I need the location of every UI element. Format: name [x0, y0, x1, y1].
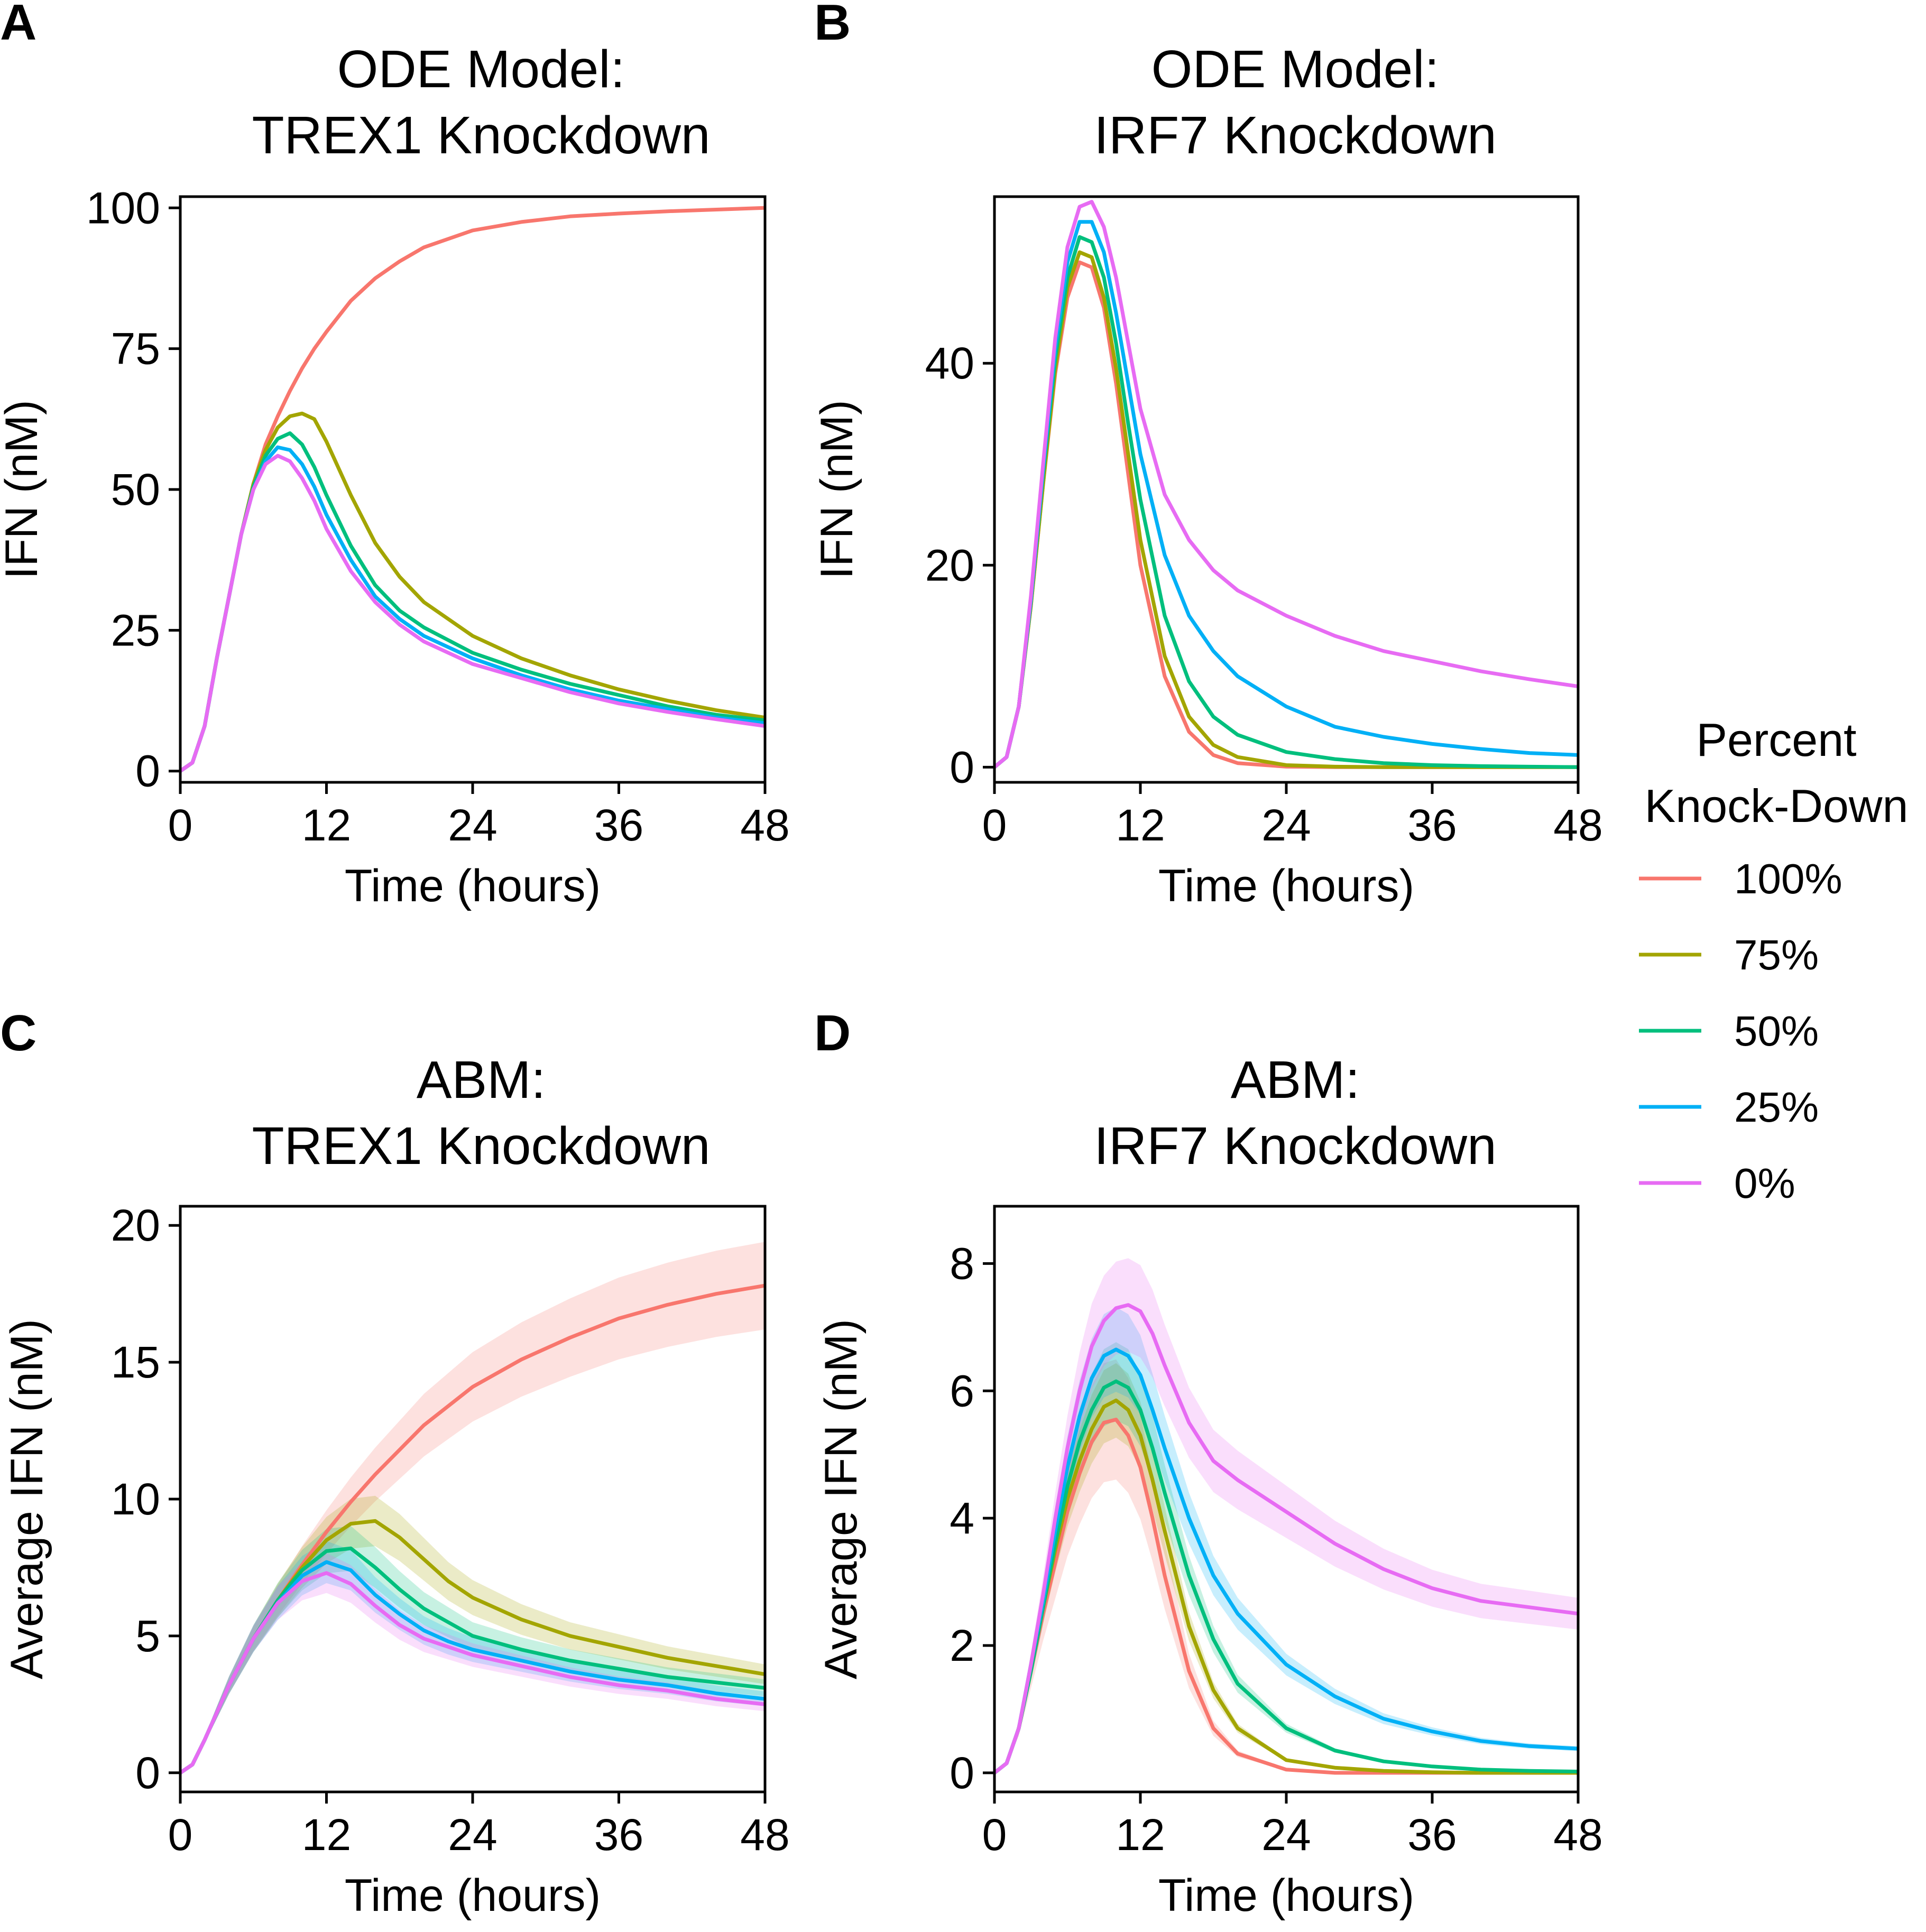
legend-item: 25%: [1639, 1084, 1819, 1131]
y-axis-label: IFN (nM): [812, 400, 862, 579]
y-tick-label: 6: [950, 1366, 974, 1416]
x-tick-label: 12: [1116, 1810, 1165, 1860]
panel-letter: D: [814, 1005, 851, 1061]
y-axis-label: Average IFN (nM): [2, 1319, 52, 1679]
y-tick-label: 0: [950, 1748, 974, 1798]
x-axis-label: Time (hours): [1158, 1870, 1414, 1921]
plot-frame: [993, 195, 1580, 784]
panel-c: C ABM:TREX1 Knockdown 0 12 24 36 48 0 5 10 15 20 Tim…: [0, 1005, 790, 1921]
x-tick-label: 48: [1553, 800, 1602, 850]
y-tick-label: 20: [111, 1200, 160, 1250]
y-tick-label: 100: [86, 183, 160, 233]
y-tick-label: 0: [950, 742, 974, 792]
legend-label: 25%: [1734, 1084, 1819, 1131]
legend-label: 100%: [1734, 855, 1842, 902]
x-tick-label: 48: [740, 1810, 789, 1860]
x-tick-label: 12: [1116, 800, 1165, 850]
y-tick-label: 8: [950, 1238, 974, 1288]
x-tick-label: 0: [168, 1810, 193, 1860]
series-line-25pct: [994, 220, 1578, 769]
x-tick-label: 36: [594, 1810, 643, 1860]
panel-letter: B: [814, 0, 851, 51]
legend-label: 75%: [1734, 931, 1819, 978]
panel-letter: A: [0, 0, 36, 51]
legend-item: 100%: [1639, 855, 1842, 902]
chart-title-line-2: TREX1 Knockdown: [252, 106, 710, 165]
legend-item: 50%: [1639, 1007, 1819, 1055]
x-tick-label: 0: [982, 800, 1007, 850]
series-line-100pct: [994, 260, 1578, 769]
y-tick-label: 75: [111, 324, 160, 374]
x-tick-label: 24: [448, 1810, 497, 1860]
y-tick-label: 50: [111, 465, 160, 514]
y-axis-label: Average IFN (nM): [816, 1319, 867, 1679]
y-tick-label: 20: [925, 540, 974, 590]
y-tick-label: 0: [135, 1748, 160, 1798]
x-tick-label: 0: [982, 1810, 1007, 1860]
series-line-75pct: [180, 411, 765, 773]
chart-title-line-2: TREX1 Knockdown: [252, 1116, 710, 1176]
x-tick-label: 48: [1553, 1810, 1602, 1860]
x-tick-label: 24: [1261, 1810, 1311, 1860]
x-tick-label: 12: [302, 800, 351, 850]
plot-frame: [179, 195, 767, 784]
chart-title-line-2: IRF7 Knockdown: [1094, 1116, 1496, 1176]
chart-title-line-1: ABM:: [1231, 1050, 1360, 1110]
panel-letter: C: [0, 1005, 36, 1061]
y-tick-label: 40: [925, 338, 974, 388]
plot-area: [180, 206, 765, 773]
series-line-0pct: [180, 1571, 765, 1775]
x-tick-label: 12: [302, 1810, 351, 1860]
legend-label: 50%: [1734, 1007, 1819, 1055]
series-line-50pct: [994, 1379, 1578, 1775]
legend-title-line-1: Percent: [1696, 714, 1856, 766]
series-band-0pct: [994, 1258, 1578, 1773]
y-tick-label: 4: [950, 1493, 974, 1543]
legend-title-line-2: Knock-Down: [1645, 780, 1909, 832]
panel-a: A ODE Model: TREX1 Knockdown 0 12 24 36 48 0 25 50…: [0, 0, 790, 911]
x-axis-label: Time (hours): [1158, 861, 1414, 911]
y-tick-label: 25: [111, 605, 160, 655]
series-line-75pct: [994, 250, 1578, 769]
x-tick-label: 36: [1407, 800, 1457, 850]
chart-title-line-1: ABM:: [417, 1050, 546, 1110]
x-tick-label: 36: [1407, 1810, 1457, 1860]
panel-b: B ODE Model: IRF7 Knockdown 0 12 24 36 48 0 20 40 T…: [812, 0, 1603, 911]
x-axis-label: Time (hours): [345, 861, 601, 911]
series-band-0pct: [180, 1553, 765, 1773]
series-line-0pct: [994, 200, 1578, 769]
plot-area: [994, 200, 1578, 769]
x-tick-label: 24: [1261, 800, 1311, 850]
y-axis-label: IFN (nM): [0, 400, 47, 579]
x-tick-label: 0: [168, 800, 193, 850]
chart-title-line-1: ODE Model:: [1151, 40, 1440, 99]
series-line-50pct: [180, 431, 765, 773]
series-line-25pct: [994, 1347, 1578, 1775]
chart-title-line-1: ODE Model:: [337, 40, 625, 99]
y-tick-label: 15: [111, 1337, 160, 1387]
chart-title-line-2: IRF7 Knockdown: [1094, 106, 1496, 165]
plot-area: [994, 1258, 1578, 1775]
y-tick-label: 5: [135, 1611, 160, 1661]
series-line-0pct: [180, 454, 765, 773]
legend-item: 0%: [1639, 1160, 1795, 1207]
y-tick-label: 0: [135, 746, 160, 796]
legend-label: 0%: [1734, 1160, 1795, 1207]
legend-item: 75%: [1639, 931, 1819, 978]
series-line-0pct: [994, 1303, 1578, 1775]
series-line-50pct: [994, 235, 1578, 769]
x-tick-label: 24: [448, 800, 497, 850]
y-tick-label: 10: [111, 1474, 160, 1524]
x-tick-label: 36: [594, 800, 643, 850]
series-line-25pct: [180, 445, 765, 773]
plot-area: [180, 1242, 765, 1775]
legend: Percent Knock-Down 100% 75% 50% 25% 0%: [1639, 714, 1908, 1207]
x-axis-label: Time (hours): [345, 1870, 601, 1921]
x-tick-label: 48: [740, 800, 789, 850]
series-line-100pct: [180, 206, 765, 773]
y-tick-label: 2: [950, 1621, 974, 1670]
